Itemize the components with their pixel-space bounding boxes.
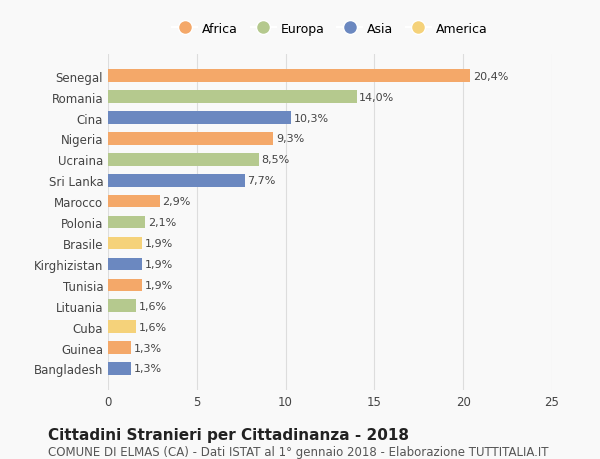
Text: COMUNE DI ELMAS (CA) - Dati ISTAT al 1° gennaio 2018 - Elaborazione TUTTITALIA.I: COMUNE DI ELMAS (CA) - Dati ISTAT al 1° … bbox=[48, 445, 548, 458]
Bar bbox=[108, 91, 356, 104]
Text: 2,1%: 2,1% bbox=[148, 218, 176, 228]
Text: 1,6%: 1,6% bbox=[139, 301, 167, 311]
Text: 8,5%: 8,5% bbox=[262, 155, 290, 165]
Bar bbox=[108, 300, 136, 312]
Text: 1,6%: 1,6% bbox=[139, 322, 167, 332]
Bar bbox=[108, 174, 245, 187]
Bar bbox=[108, 70, 470, 83]
Text: 1,3%: 1,3% bbox=[134, 343, 162, 353]
Legend: Africa, Europa, Asia, America: Africa, Europa, Asia, America bbox=[167, 18, 493, 41]
Bar bbox=[108, 321, 136, 333]
Text: 1,9%: 1,9% bbox=[145, 280, 173, 290]
Bar bbox=[108, 279, 142, 291]
Bar bbox=[108, 154, 259, 166]
Text: 20,4%: 20,4% bbox=[473, 72, 508, 82]
Bar bbox=[108, 112, 291, 124]
Text: 1,9%: 1,9% bbox=[145, 239, 173, 248]
Bar bbox=[108, 363, 131, 375]
Text: 10,3%: 10,3% bbox=[293, 113, 329, 123]
Bar bbox=[108, 133, 273, 146]
Bar bbox=[108, 258, 142, 271]
Bar bbox=[108, 216, 145, 229]
Text: 7,7%: 7,7% bbox=[247, 176, 276, 186]
Text: 9,3%: 9,3% bbox=[276, 134, 304, 144]
Text: 14,0%: 14,0% bbox=[359, 92, 395, 102]
Bar bbox=[108, 341, 131, 354]
Text: 1,3%: 1,3% bbox=[134, 364, 162, 374]
Text: 2,9%: 2,9% bbox=[162, 197, 191, 207]
Bar bbox=[108, 237, 142, 250]
Text: Cittadini Stranieri per Cittadinanza - 2018: Cittadini Stranieri per Cittadinanza - 2… bbox=[48, 427, 409, 442]
Bar bbox=[108, 196, 160, 208]
Text: 1,9%: 1,9% bbox=[145, 259, 173, 269]
